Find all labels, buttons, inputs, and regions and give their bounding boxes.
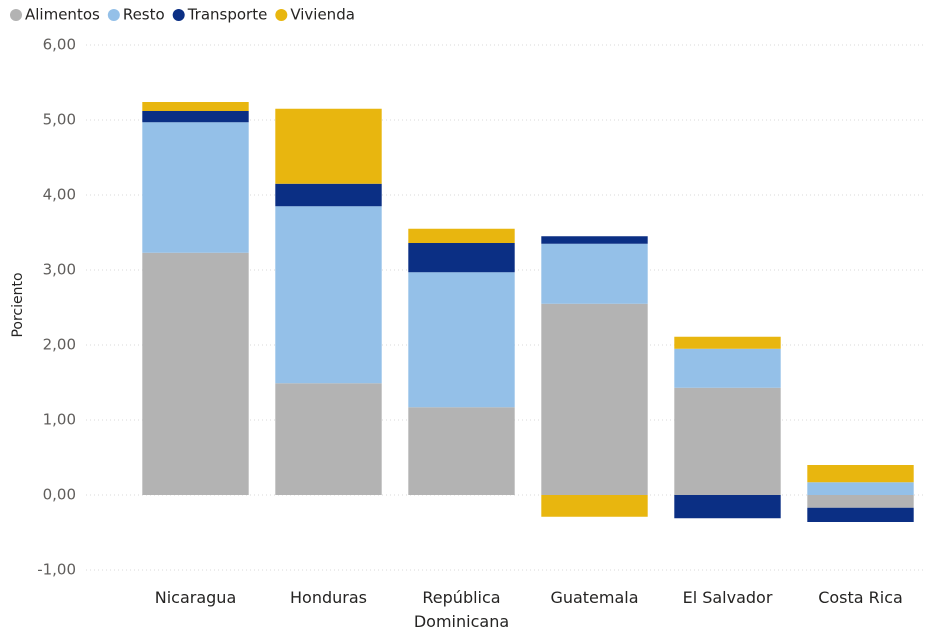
y-tick-label: 1,00 — [43, 411, 76, 429]
bar-segment — [275, 206, 382, 384]
legend-label: Resto — [123, 6, 165, 24]
bar-segment — [408, 272, 515, 408]
legend-marker — [172, 9, 185, 21]
bar-segment — [541, 303, 648, 495]
bar-segment — [674, 336, 781, 349]
bar-segment — [142, 102, 249, 111]
y-tick-label: 4,00 — [43, 186, 76, 204]
bar-segment — [541, 243, 648, 304]
legend-label: Vivienda — [290, 6, 355, 24]
legend-marker — [107, 9, 120, 21]
legend-label: Alimentos — [25, 6, 100, 24]
bar-segment — [807, 507, 914, 522]
y-tick-label: 2,00 — [43, 336, 76, 354]
bar-segment — [541, 495, 648, 517]
bar-segment — [807, 482, 914, 495]
x-tick-label: República Dominicana — [413, 588, 510, 631]
bar-segment — [275, 183, 382, 207]
bar-segment — [142, 111, 249, 123]
x-tick-label: Nicaragua — [154, 588, 237, 607]
bar-segment — [541, 236, 648, 244]
bar-segment — [674, 495, 781, 519]
x-tick-label: Guatemala — [550, 588, 639, 607]
bar-segment — [674, 348, 781, 388]
bar-segment — [408, 228, 515, 243]
x-tick-label: Honduras — [290, 588, 367, 607]
y-tick-label: 0,00 — [43, 486, 76, 504]
legend-marker — [275, 9, 288, 21]
bar-segment — [275, 383, 382, 495]
bar-segment — [275, 108, 382, 184]
legend-label: Transporte — [187, 6, 268, 24]
bar-segment — [807, 465, 914, 483]
y-tick-label: 3,00 — [43, 261, 76, 279]
bar-segment — [674, 387, 781, 495]
y-tick-label: 5,00 — [43, 111, 76, 129]
bar-segment — [142, 252, 249, 495]
bar-segment — [408, 407, 515, 495]
x-tick-label: El Salvador — [682, 588, 773, 607]
legend-marker — [10, 9, 22, 21]
x-tick-label: Costa Rica — [818, 588, 903, 607]
bar-segment — [408, 243, 515, 273]
y-tick-label: 6,00 — [43, 36, 76, 54]
bar-segment — [142, 122, 249, 253]
y-tick-label: -1,00 — [37, 561, 76, 579]
bar-segment — [807, 495, 914, 508]
y-axis-title: Porciento — [10, 272, 26, 337]
